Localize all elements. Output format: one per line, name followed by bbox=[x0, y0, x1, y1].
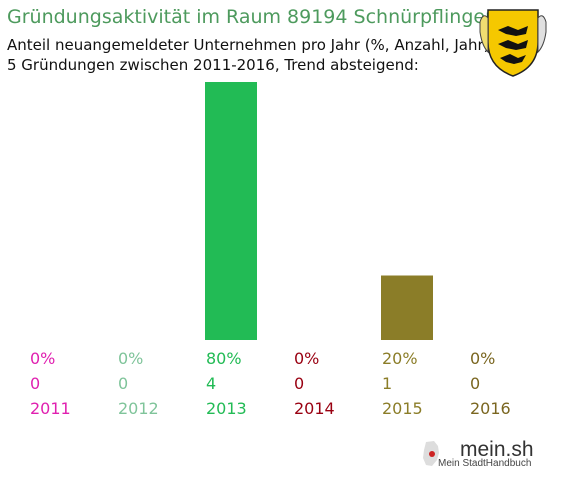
percent-label-2011: 0% bbox=[30, 349, 55, 368]
count-label-2016: 0 bbox=[470, 374, 480, 393]
logo-subtitle: Mein StadtHandbuch bbox=[438, 458, 532, 469]
year-label-2015: 2015 bbox=[382, 399, 423, 418]
year-label-2014: 2014 bbox=[294, 399, 335, 418]
year-label-2011: 2011 bbox=[30, 399, 71, 418]
year-label-2016: 2016 bbox=[470, 399, 511, 418]
count-label-2012: 0 bbox=[118, 374, 128, 393]
percent-label-2012: 0% bbox=[118, 349, 143, 368]
mein-sh-logo[interactable]: mein.sh Mein StadtHandbuch bbox=[420, 432, 560, 478]
count-label-2011: 0 bbox=[30, 374, 40, 393]
percent-label-2013: 80% bbox=[206, 349, 242, 368]
chart-title: Gründungsaktivität im Raum 89194 Schnürp… bbox=[7, 6, 498, 28]
percent-label-2014: 0% bbox=[294, 349, 319, 368]
count-label-2015: 1 bbox=[382, 374, 392, 393]
logo-text: mein.sh bbox=[460, 438, 534, 461]
chart-summary: 5 Gründungen zwischen 2011-2016, Trend a… bbox=[7, 56, 419, 74]
year-label-2013: 2013 bbox=[206, 399, 247, 418]
bar-2015 bbox=[381, 275, 433, 340]
bar-2013 bbox=[205, 82, 257, 340]
percent-label-2015: 20% bbox=[382, 349, 418, 368]
count-label-2014: 0 bbox=[294, 374, 304, 393]
chart-subtitle: Anteil neuangemeldeter Unternehmen pro J… bbox=[7, 36, 490, 54]
germany-map-icon bbox=[423, 441, 439, 466]
percent-label-2016: 0% bbox=[470, 349, 495, 368]
year-label-2012: 2012 bbox=[118, 399, 159, 418]
count-label-2013: 4 bbox=[206, 374, 216, 393]
coat-of-arms-icon bbox=[479, 9, 547, 77]
